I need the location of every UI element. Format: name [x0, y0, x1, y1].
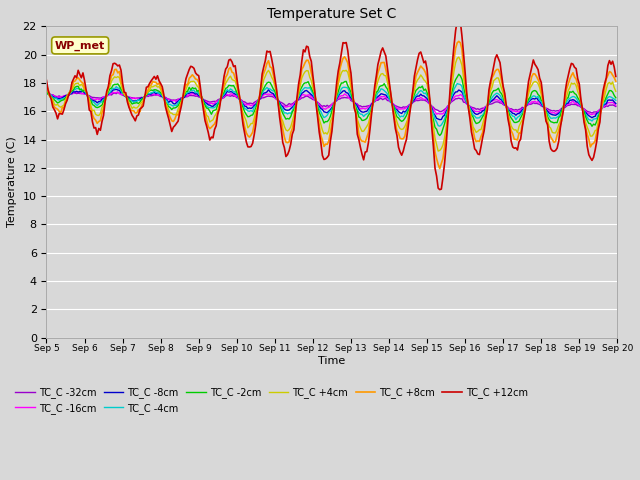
TC_C +12cm — [455, 14, 463, 20]
TC_C -8cm — [293, 98, 301, 104]
TC_C -16cm — [612, 102, 620, 108]
TC_C -4cm — [292, 102, 300, 108]
TC_C +4cm — [113, 75, 120, 81]
TC_C +12cm — [113, 61, 120, 67]
TC_C +8cm — [212, 118, 220, 123]
TC_C -8cm — [214, 100, 221, 106]
Y-axis label: Temperature (C): Temperature (C) — [7, 137, 17, 228]
TC_C -4cm — [231, 89, 239, 95]
Legend: TC_C -32cm, TC_C -16cm, TC_C -8cm, TC_C -4cm, TC_C -2cm, TC_C +4cm, TC_C +8cm, T: TC_C -32cm, TC_C -16cm, TC_C -8cm, TC_C … — [12, 383, 532, 418]
TC_C +12cm — [612, 73, 620, 79]
Line: TC_C -32cm: TC_C -32cm — [47, 92, 616, 113]
TC_C +8cm — [584, 132, 591, 137]
TC_C +8cm — [231, 75, 239, 81]
Line: TC_C +4cm: TC_C +4cm — [47, 57, 616, 151]
TC_C +12cm — [584, 144, 591, 149]
TC_C -2cm — [584, 118, 591, 123]
TC_C -4cm — [612, 97, 620, 103]
TC_C +8cm — [612, 78, 620, 84]
TC_C +4cm — [612, 88, 620, 94]
TC_C -8cm — [584, 111, 591, 117]
Line: TC_C -8cm: TC_C -8cm — [47, 89, 616, 120]
TC_C -2cm — [212, 107, 220, 112]
TC_C -2cm — [612, 95, 620, 101]
TC_C +12cm — [436, 187, 444, 192]
TC_C +4cm — [435, 148, 442, 154]
Line: TC_C -2cm: TC_C -2cm — [47, 74, 616, 135]
TC_C +4cm — [43, 88, 51, 94]
TC_C -2cm — [241, 109, 248, 115]
TC_C +4cm — [584, 124, 591, 130]
TC_C +4cm — [231, 78, 239, 84]
TC_C -16cm — [588, 112, 596, 118]
TC_C -32cm — [233, 95, 241, 100]
TC_C -32cm — [43, 90, 51, 96]
TC_C -32cm — [588, 110, 596, 116]
TC_C +12cm — [292, 109, 300, 115]
TC_C -32cm — [582, 107, 589, 113]
TC_C +12cm — [241, 131, 248, 136]
TC_C -4cm — [584, 114, 591, 120]
TC_C -8cm — [114, 87, 122, 93]
TC_C -32cm — [243, 100, 250, 106]
X-axis label: Time: Time — [318, 356, 346, 366]
Line: TC_C +8cm: TC_C +8cm — [47, 41, 616, 168]
TC_C -2cm — [231, 86, 239, 92]
Line: TC_C -16cm: TC_C -16cm — [47, 92, 616, 115]
TC_C +8cm — [241, 124, 248, 130]
TC_C +4cm — [212, 111, 220, 117]
TC_C -4cm — [43, 91, 51, 96]
TC_C -8cm — [243, 104, 250, 109]
Title: Temperature Set C: Temperature Set C — [268, 7, 397, 21]
Line: TC_C +12cm: TC_C +12cm — [47, 17, 616, 190]
TC_C +12cm — [231, 63, 239, 69]
TC_C +12cm — [212, 123, 220, 129]
TC_C -16cm — [582, 108, 589, 114]
TC_C -8cm — [113, 86, 120, 92]
TC_C -16cm — [43, 90, 51, 96]
TC_C -4cm — [241, 106, 248, 111]
TC_C -2cm — [292, 103, 300, 109]
TC_C -32cm — [113, 91, 120, 96]
TC_C +12cm — [43, 78, 51, 84]
TC_C -32cm — [214, 97, 221, 103]
TC_C -32cm — [612, 104, 620, 109]
Line: TC_C -4cm: TC_C -4cm — [47, 84, 616, 126]
TC_C +8cm — [436, 166, 444, 171]
TC_C -2cm — [455, 72, 463, 77]
TC_C -16cm — [293, 97, 301, 103]
TC_C +4cm — [292, 103, 300, 109]
TC_C +4cm — [455, 54, 463, 60]
TC_C -8cm — [43, 89, 51, 95]
TC_C -8cm — [612, 101, 620, 107]
TC_C -2cm — [436, 132, 444, 138]
TC_C -8cm — [233, 92, 241, 97]
TC_C -4cm — [436, 123, 444, 129]
Text: WP_met: WP_met — [55, 40, 106, 50]
TC_C +4cm — [241, 114, 248, 120]
TC_C -16cm — [233, 94, 241, 99]
TC_C +8cm — [455, 38, 463, 44]
TC_C -4cm — [113, 84, 120, 90]
TC_C -8cm — [436, 117, 444, 122]
TC_C -16cm — [114, 89, 122, 95]
TC_C +8cm — [43, 83, 51, 88]
TC_C -16cm — [243, 102, 250, 108]
TC_C +8cm — [292, 109, 300, 115]
TC_C -2cm — [113, 82, 120, 87]
TC_C -16cm — [214, 98, 221, 104]
TC_C -32cm — [114, 89, 122, 95]
TC_C -16cm — [71, 89, 79, 95]
TC_C +8cm — [113, 66, 120, 72]
TC_C -32cm — [293, 97, 301, 103]
TC_C -4cm — [212, 103, 220, 108]
TC_C -4cm — [453, 81, 461, 86]
TC_C -2cm — [43, 89, 51, 95]
